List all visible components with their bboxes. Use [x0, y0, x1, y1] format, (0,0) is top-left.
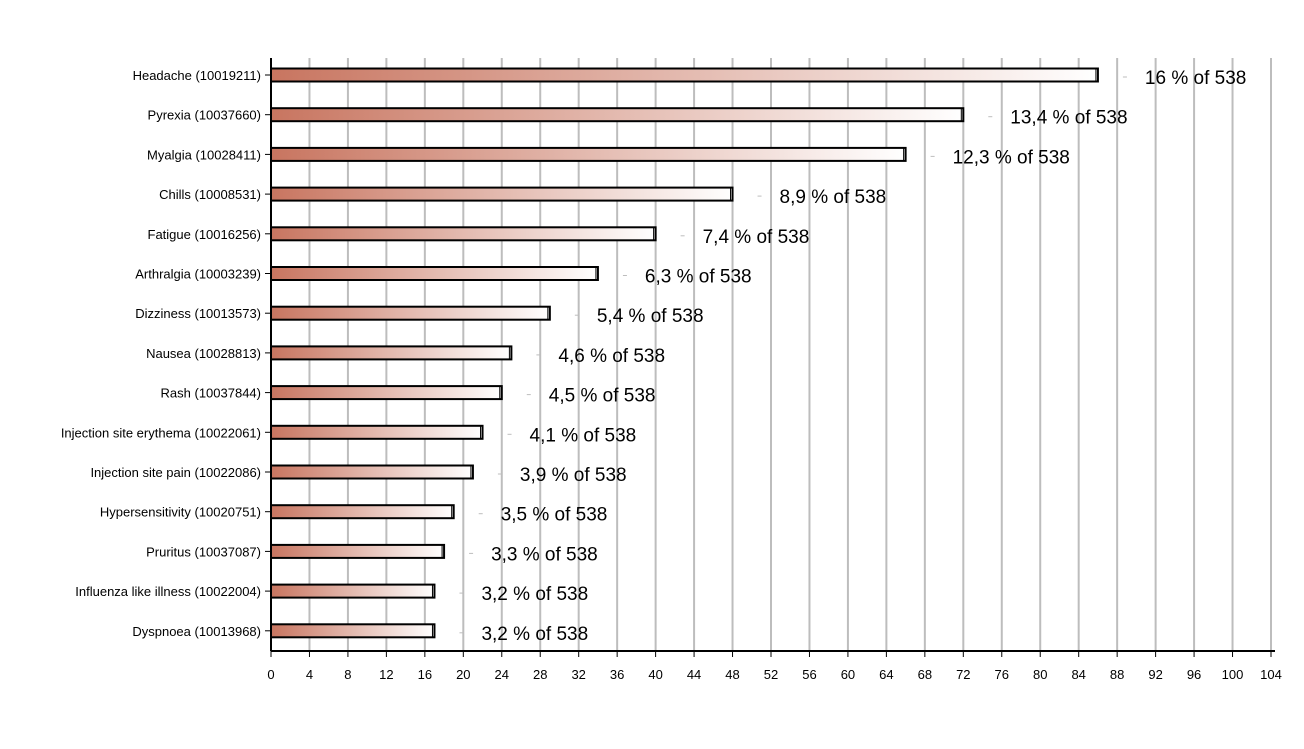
x-tick-label: 68 — [918, 667, 932, 682]
x-tick-label: 4 — [306, 667, 313, 682]
x-tick-label: 0 — [267, 667, 274, 682]
category-label: Headache (10019211) — [133, 68, 261, 83]
bar — [270, 583, 436, 599]
category-label: Injection site pain (10022086) — [90, 465, 261, 480]
x-tick-label: 44 — [687, 667, 701, 682]
x-tick-label: 40 — [648, 667, 662, 682]
category-label: Dyspnoea (10013968) — [132, 624, 261, 639]
x-tick-label: 56 — [802, 667, 816, 682]
data-label: 3,2 % of 538 — [481, 584, 588, 605]
x-tick-label: 16 — [418, 667, 432, 682]
data-label: 4,5 % of 538 — [549, 386, 656, 407]
category-label: Fatigue (10016256) — [148, 227, 261, 242]
category-label: Myalgia (10028411) — [147, 147, 261, 162]
category-label: Pyrexia (10037660) — [148, 108, 261, 123]
x-tick-label: 84 — [1071, 667, 1085, 682]
x-tick-label: 20 — [456, 667, 470, 682]
labels: 0 4 8 12 16 20 24 28 32 36 40 44 48 52 56 60 64 68 72 76 80 8… — [61, 68, 1282, 682]
data-label: 3,2 % of 538 — [481, 624, 588, 645]
data-label: 3,3 % of 538 — [491, 544, 598, 565]
data-label: 7,4 % of 538 — [703, 227, 810, 248]
bar — [270, 186, 734, 202]
x-tick-label: 8 — [344, 667, 351, 682]
category-label: Nausea (10028813) — [146, 346, 261, 361]
category-label: Hypersensitivity (10020751) — [100, 505, 261, 520]
x-tick-label: 24 — [495, 667, 509, 682]
x-tick-label: 88 — [1110, 667, 1124, 682]
bar — [270, 385, 503, 401]
category-label: Influenza like illness (10022004) — [75, 584, 261, 599]
bars — [270, 67, 1099, 639]
bar — [270, 424, 484, 440]
bar — [270, 226, 657, 242]
axes — [265, 58, 1275, 657]
category-label: Dizziness (10013573) — [135, 306, 261, 321]
bar — [270, 67, 1099, 83]
x-tick-label: 12 — [379, 667, 393, 682]
bar — [270, 504, 455, 520]
data-label: 4,1 % of 538 — [530, 425, 637, 446]
x-tick-label: 60 — [841, 667, 855, 682]
bar — [270, 146, 907, 162]
x-tick-label: 64 — [879, 667, 893, 682]
x-tick-label: 80 — [1033, 667, 1047, 682]
category-label: Pruritus (10037087) — [146, 544, 261, 559]
bar — [270, 305, 551, 321]
bar — [270, 107, 965, 123]
data-label: 13,4 % of 538 — [1010, 108, 1127, 129]
data-label: 3,5 % of 538 — [501, 505, 608, 526]
bar — [270, 623, 436, 639]
x-tick-label: 48 — [725, 667, 739, 682]
bar — [270, 266, 599, 281]
x-tick-label: 72 — [956, 667, 970, 682]
x-tick-label: 32 — [571, 667, 585, 682]
bar — [270, 464, 474, 480]
data-label: 3,9 % of 538 — [520, 465, 627, 486]
data-label: 4,6 % of 538 — [558, 346, 665, 367]
x-tick-label: 92 — [1148, 667, 1162, 682]
category-label: Rash (10037844) — [161, 386, 261, 401]
category-label: Injection site erythema (10022061) — [61, 425, 261, 440]
bar — [270, 345, 513, 361]
x-tick-label: 96 — [1187, 667, 1201, 682]
x-tick-label: 52 — [764, 667, 778, 682]
data-label: 8,9 % of 538 — [780, 187, 887, 208]
x-tick-label: 28 — [533, 667, 547, 682]
data-label: 6,3 % of 538 — [645, 267, 752, 288]
category-label: Chills (10008531) — [159, 187, 261, 202]
x-tick-label: 104 — [1260, 667, 1282, 682]
category-label: Arthralgia (10003239) — [135, 267, 261, 282]
bar — [270, 543, 446, 559]
x-tick-label: 76 — [995, 667, 1009, 682]
x-tick-label: 100 — [1222, 667, 1244, 682]
data-label: 12,3 % of 538 — [953, 147, 1070, 168]
x-tick-label: 36 — [610, 667, 624, 682]
data-label: 5,4 % of 538 — [597, 306, 704, 327]
data-label: 16 % of 538 — [1145, 68, 1246, 89]
